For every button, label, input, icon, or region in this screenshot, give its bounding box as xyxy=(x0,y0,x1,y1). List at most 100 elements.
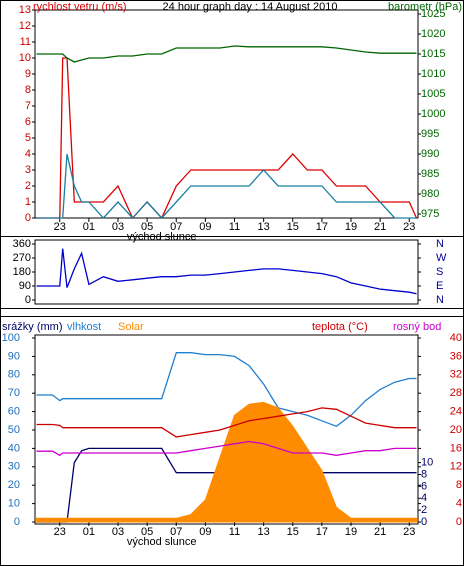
y-tick-label: 1 xyxy=(25,196,31,208)
legend-label: Solar xyxy=(118,321,144,333)
y-tick-label: 50 xyxy=(8,424,20,436)
y2-tick-label: 1010 xyxy=(421,68,445,80)
y2-tick-label: 12 xyxy=(450,461,462,473)
y2-tick-label: 1020 xyxy=(421,28,445,40)
x-tick-label: 23 xyxy=(54,221,66,233)
x-tick-label: 15 xyxy=(287,526,299,538)
y-tick-label: 13 xyxy=(19,4,31,16)
x-tick-label: 19 xyxy=(345,221,357,233)
series-line xyxy=(36,57,418,220)
y2-tick-label: 1005 xyxy=(421,88,445,100)
y-tick-label: 0 xyxy=(14,516,20,528)
y-tick-label: 2 xyxy=(25,180,31,192)
y2-tick-label: 1000 xyxy=(421,108,445,120)
y-tick-label: 4 xyxy=(25,148,31,160)
y-tick-label: 180 xyxy=(13,266,31,278)
y-tick-label: 90 xyxy=(8,350,20,362)
legend-label: rychlost vetru (m/s) xyxy=(33,1,127,13)
legend-label: barometr (hPa) xyxy=(388,1,462,13)
y2-tick-label: 28 xyxy=(450,387,462,399)
y-tick-label: 60 xyxy=(8,406,20,418)
x-tick-label: 09 xyxy=(199,221,211,233)
x-tick-label: 23 xyxy=(54,526,66,538)
series-line xyxy=(36,407,417,438)
y2-tick-label: 975 xyxy=(421,208,439,220)
x-tick-label: 13 xyxy=(258,221,270,233)
y-tick-label: 3 xyxy=(25,164,31,176)
y3-tick-label: 4 xyxy=(421,492,427,504)
x-tick-label: 11 xyxy=(229,221,240,233)
y-tick-label: 70 xyxy=(8,387,20,399)
annotation: východ slunce xyxy=(127,536,197,548)
y3-tick-label: 6 xyxy=(421,480,427,492)
y-tick-label: 10 xyxy=(8,498,20,510)
y2-tick-label: 1025 xyxy=(421,8,445,20)
y-tick-label: 360 xyxy=(13,238,31,250)
y2-tick-label: 36 xyxy=(450,350,462,362)
y2-tick-label: 1015 xyxy=(421,48,445,60)
legend-label: vlhkost xyxy=(67,321,101,333)
y2-tick-label: N xyxy=(436,238,444,250)
series-line xyxy=(36,447,417,523)
x-tick-label: 01 xyxy=(83,526,95,538)
y-tick-label: 40 xyxy=(8,442,20,454)
y2-tick-label: 40 xyxy=(450,332,462,344)
y2-tick-label: N xyxy=(436,294,444,306)
x-tick-label: 17 xyxy=(316,221,328,233)
y-tick-label: 0 xyxy=(25,294,31,306)
y2-tick-label: 8 xyxy=(456,479,462,491)
x-tick-label: 09 xyxy=(199,526,211,538)
x-tick-label: 13 xyxy=(258,526,270,538)
y2-tick-label: E xyxy=(436,280,443,292)
x-tick-label: 23 xyxy=(403,221,415,233)
x-tick-label: 11 xyxy=(229,526,240,538)
x-tick-label: 21 xyxy=(374,221,386,233)
y2-tick-label: 32 xyxy=(450,369,462,381)
y2-tick-label: 995 xyxy=(421,128,439,140)
series-line xyxy=(36,352,417,428)
y-tick-label: 9 xyxy=(25,68,31,80)
x-tick-label: 21 xyxy=(374,526,386,538)
y-tick-label: 8 xyxy=(25,84,31,96)
y2-tick-label: 985 xyxy=(421,168,439,180)
x-tick-label: 05 xyxy=(141,526,153,538)
x-tick-label: 23 xyxy=(403,526,415,538)
y2-tick-label: 990 xyxy=(421,148,439,160)
y-tick-label: 10 xyxy=(19,52,31,64)
y2-tick-label: S xyxy=(436,266,443,278)
y3-tick-label: 2 xyxy=(421,504,427,516)
x-tick-label: 03 xyxy=(112,526,124,538)
y-tick-label: 270 xyxy=(13,252,31,264)
x-tick-label: 15 xyxy=(287,221,299,233)
y-tick-label: 80 xyxy=(8,369,20,381)
x-tick-label: 05 xyxy=(141,221,153,233)
x-tick-label: 17 xyxy=(316,526,328,538)
series-line xyxy=(36,248,417,295)
y-tick-label: 12 xyxy=(19,20,31,32)
y2-tick-label: 4 xyxy=(456,498,462,510)
x-tick-label: 19 xyxy=(345,526,357,538)
y-tick-label: 6 xyxy=(25,116,31,128)
y-tick-label: 11 xyxy=(20,36,31,48)
x-tick-label: 01 xyxy=(83,221,95,233)
y-tick-label: 90 xyxy=(19,280,31,292)
y2-tick-label: 0 xyxy=(456,516,462,528)
y2-tick-label: 24 xyxy=(450,406,462,418)
x-tick-label: 03 xyxy=(112,221,124,233)
legend-label: rosný bod xyxy=(393,321,441,333)
y-tick-label: 30 xyxy=(8,461,20,473)
y3-tick-label: 8 xyxy=(421,468,427,480)
series-line xyxy=(36,45,417,63)
series-line xyxy=(36,153,417,219)
y-tick-label: 0 xyxy=(25,212,31,224)
legend-label: teplota (°C) xyxy=(312,321,368,333)
y3-tick-label: 0 xyxy=(421,516,427,528)
chart-title: 24 hour graph day : 14 August 2010 xyxy=(163,1,338,13)
y2-tick-label: 20 xyxy=(450,424,462,436)
y3-tick-label: 10 xyxy=(421,457,433,469)
y-tick-label: 100 xyxy=(2,332,20,344)
y2-tick-label: 980 xyxy=(421,188,439,200)
annotation: východ slunce xyxy=(127,231,197,243)
legend-label: srážky (mm) xyxy=(2,321,63,333)
